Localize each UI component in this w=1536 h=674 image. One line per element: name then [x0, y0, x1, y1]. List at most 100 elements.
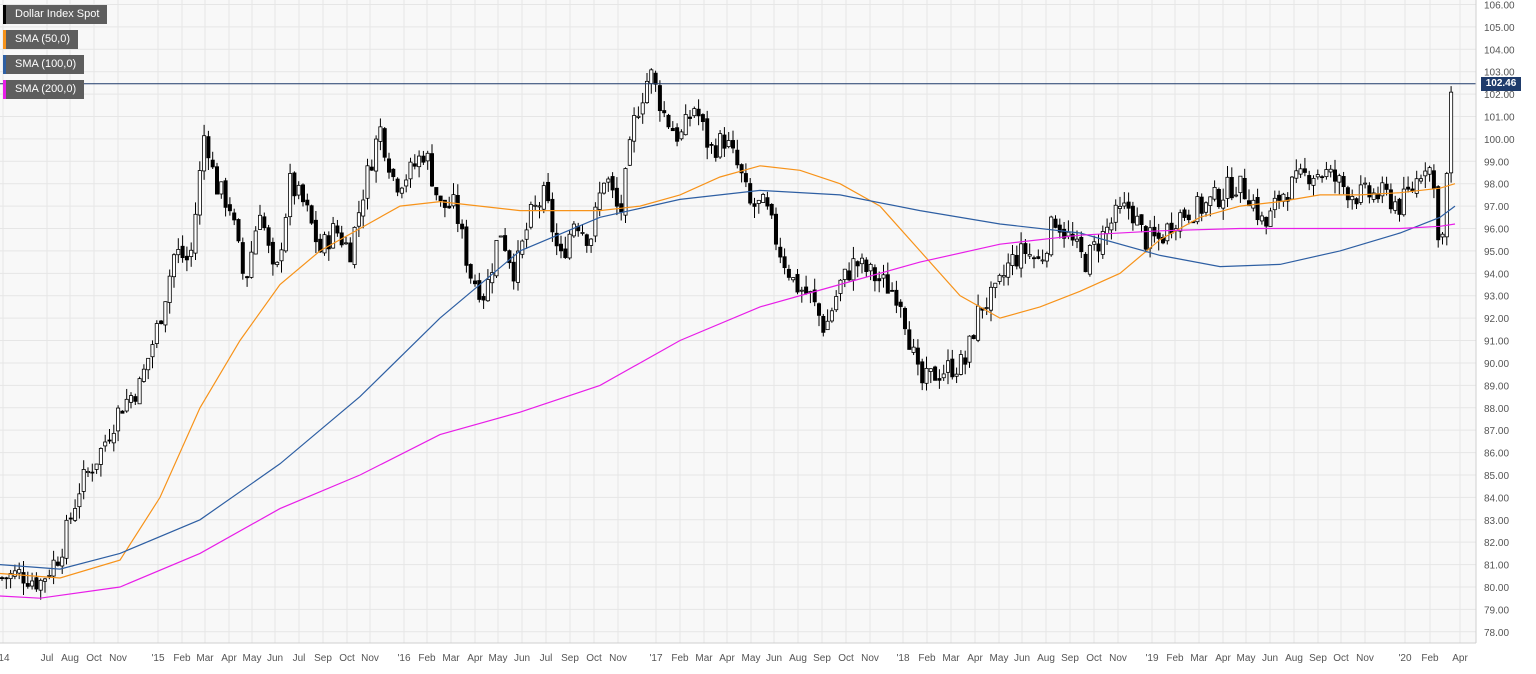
price-candle: [1337, 173, 1342, 195]
x-tick-label: Apr: [467, 653, 483, 664]
candle-body: [468, 264, 473, 279]
price-candle: [202, 124, 207, 180]
price-candle: [77, 483, 82, 519]
y-tick-label: 89.00: [1484, 381, 1509, 392]
price-candle: [877, 271, 882, 293]
candle-body: [1225, 176, 1230, 199]
price-candle: [322, 231, 327, 256]
candle-body: [356, 212, 361, 227]
candle-body: [176, 248, 181, 256]
candle-body: [318, 238, 323, 253]
price-candle: [1294, 159, 1299, 183]
candle-body: [73, 508, 78, 521]
price-candle: [1165, 222, 1170, 245]
candle-body: [1092, 241, 1097, 245]
y-tick-label: 97.00: [1484, 202, 1509, 213]
price-candle: [838, 279, 843, 302]
price-candle: [1001, 264, 1006, 286]
legend-item-sma100[interactable]: SMA (100,0): [3, 55, 85, 74]
candle-body: [352, 226, 357, 265]
candle-body: [1427, 167, 1432, 175]
y-tick-label: 82.00: [1484, 538, 1509, 549]
y-tick-label: 95.00: [1484, 247, 1509, 258]
price-candle: [1350, 189, 1355, 210]
price-candle: [636, 106, 641, 120]
sma-100-line: [0, 189, 1456, 570]
candle-body: [1341, 176, 1346, 188]
price-candle: [683, 104, 688, 136]
x-tick-label: Nov: [1109, 653, 1127, 664]
price-candle: [1388, 183, 1393, 214]
x-tick-label: Sep: [314, 653, 332, 664]
price-candle: [1006, 253, 1011, 286]
candle-body: [1247, 200, 1252, 207]
y-tick-label: 92.00: [1484, 314, 1509, 325]
price-candle: [1122, 192, 1127, 210]
price-candle: [34, 572, 39, 592]
price-candle: [524, 222, 529, 249]
price-candle: [666, 113, 671, 130]
price-candle: [855, 260, 860, 278]
legend-swatch-sma100: [3, 55, 6, 74]
price-candle: [270, 237, 275, 276]
candle-body: [1027, 254, 1032, 257]
price-candle: [804, 275, 809, 295]
price-candle: [8, 569, 13, 589]
price-candle: [627, 136, 632, 167]
price-candle: [1027, 243, 1032, 260]
legend-item-sma200[interactable]: SMA (200,0): [3, 80, 85, 99]
price-candle: [1397, 197, 1402, 222]
candle-body: [989, 286, 994, 311]
candle-body: [0, 577, 4, 580]
price-candle: [120, 410, 125, 414]
x-tick-label: Feb: [671, 653, 689, 664]
price-candle: [296, 181, 301, 200]
legend-item-price[interactable]: Dollar Index Spot: [3, 5, 108, 24]
price-candle: [356, 200, 361, 237]
x-tick-label: Sep: [1309, 653, 1327, 664]
x-tick-label: '17: [649, 653, 662, 664]
candle-body: [782, 256, 787, 269]
price-candle: [412, 154, 417, 170]
candle-body: [1113, 204, 1118, 223]
legend-item-sma50[interactable]: SMA (50,0): [3, 30, 79, 49]
price-candle: [94, 463, 99, 474]
price-candle: [490, 263, 495, 294]
candle-body: [838, 279, 843, 294]
price-candle: [756, 199, 761, 214]
price-candle: [421, 150, 426, 165]
candle-body: [1130, 205, 1135, 224]
price-candle: [1156, 223, 1161, 251]
candle-body: [1186, 214, 1191, 221]
candle-body: [1419, 178, 1424, 182]
candle-body: [485, 279, 490, 302]
price-candle: [752, 197, 757, 219]
price-candle: [477, 272, 482, 303]
candle-body: [1363, 182, 1368, 185]
price-candle: [817, 302, 822, 327]
price-candle: [404, 174, 409, 193]
price-candle: [589, 238, 594, 253]
candle-body: [890, 289, 895, 292]
candle-body: [1019, 243, 1024, 269]
candle-body: [756, 199, 761, 204]
candle-body: [898, 301, 903, 307]
price-candle: [1070, 221, 1075, 246]
price-candle: [1204, 201, 1209, 217]
candle-body: [417, 155, 422, 168]
price-candle: [176, 238, 181, 264]
price-candle: [1393, 195, 1398, 214]
price-candle: [288, 163, 293, 226]
price-candle: [378, 118, 383, 151]
price-candle: [468, 263, 473, 284]
candle-body: [1324, 169, 1329, 178]
price-candle: [1075, 230, 1080, 249]
y-tick-label: 78.00: [1484, 628, 1509, 639]
candle-body: [442, 199, 447, 208]
candle-body: [520, 240, 525, 255]
candle-body: [713, 145, 718, 158]
price-candle: [98, 447, 103, 477]
candle-body: [1109, 222, 1114, 231]
candle-body: [133, 396, 138, 402]
